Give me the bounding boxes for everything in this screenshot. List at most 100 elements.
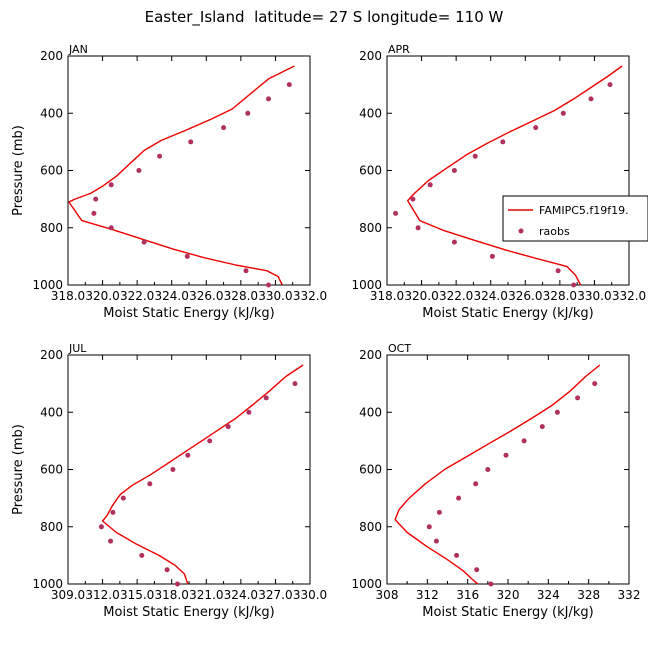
obs-point bbox=[141, 239, 147, 245]
obs-point bbox=[136, 168, 142, 173]
x-axis-label: Moist Static Energy (kJ/kg) bbox=[103, 306, 274, 321]
obs-point bbox=[266, 282, 271, 288]
x-tick-label: 324.0 bbox=[155, 289, 189, 303]
obs-point bbox=[571, 282, 577, 288]
y-tick-label: 1000 bbox=[351, 278, 382, 292]
x-tick-label: 324 bbox=[537, 588, 560, 602]
x-tick-label: 320 bbox=[497, 588, 520, 602]
panel-oct: OCT 308 312 316 320 324 328 332 200 400 600 800 1000… bbox=[351, 342, 640, 620]
obs-point bbox=[500, 139, 506, 145]
obs-point bbox=[427, 182, 433, 188]
panel-label-oct: OCT bbox=[388, 342, 411, 355]
obs-point bbox=[225, 424, 231, 430]
obs-point bbox=[243, 268, 249, 274]
obs-point bbox=[426, 524, 432, 530]
x-tick-label: 332 bbox=[618, 588, 641, 602]
y-axis-label: Pressure (mb) bbox=[11, 424, 26, 515]
obs-point bbox=[489, 253, 495, 259]
legend: FAMIPC5.f19f19. raobs bbox=[502, 195, 648, 242]
chart-title: Easter_Island latitude= 27 S longitude= … bbox=[145, 8, 504, 27]
x-axis-label: Moist Static Energy (kJ/kg) bbox=[422, 306, 593, 321]
obs-point bbox=[120, 495, 126, 501]
obs-point bbox=[98, 524, 104, 530]
obs-point bbox=[188, 139, 194, 145]
y-tick-label: 800 bbox=[359, 520, 382, 534]
obs-point bbox=[184, 253, 190, 259]
obs-point bbox=[454, 552, 460, 558]
obs-point bbox=[157, 153, 163, 159]
obs-point bbox=[539, 424, 545, 430]
obs-point bbox=[263, 395, 269, 401]
obs-point bbox=[588, 96, 594, 102]
x-tick-label: 324.0 bbox=[224, 588, 258, 602]
panel-label-jan: JAN bbox=[68, 43, 88, 56]
obs-point bbox=[607, 82, 613, 88]
plot-frame-oct bbox=[386, 354, 630, 585]
panel-apr: APR 318.0 320.0 322.0 324.0 326.0 328.0 330.0 33… bbox=[351, 43, 646, 321]
obs-point bbox=[533, 125, 539, 131]
legend-box bbox=[502, 195, 648, 242]
x-tick-label: 315.0 bbox=[120, 588, 154, 602]
obs-point bbox=[292, 381, 298, 387]
y-tick-label: 800 bbox=[40, 520, 63, 534]
panel-label-apr: APR bbox=[388, 43, 410, 56]
x-tick-label: 328 bbox=[577, 588, 600, 602]
x-tick-label: 326.0 bbox=[189, 289, 223, 303]
obs-point bbox=[164, 567, 170, 573]
y-tick-label: 400 bbox=[40, 106, 63, 120]
x-tick-label: 328.0 bbox=[224, 289, 258, 303]
plot-frame-jan bbox=[67, 55, 311, 286]
obs-point bbox=[456, 495, 462, 501]
x-tick-label: 327.0 bbox=[258, 588, 292, 602]
x-tick-label: 322.0 bbox=[439, 289, 473, 303]
y-tick-label: 600 bbox=[40, 463, 63, 477]
obs-point bbox=[503, 452, 509, 458]
y-tick-label: 1000 bbox=[32, 577, 63, 591]
x-axis-label: Moist Static Energy (kJ/kg) bbox=[103, 605, 274, 620]
x-tick-label: 320.0 bbox=[85, 289, 119, 303]
y-tick-label: 400 bbox=[359, 405, 382, 419]
x-tick-label: 312 bbox=[416, 588, 439, 602]
y-tick-label: 400 bbox=[359, 106, 382, 120]
y-tick-label: 1000 bbox=[32, 278, 63, 292]
y-tick-label: 200 bbox=[359, 49, 382, 63]
obs-point bbox=[433, 538, 439, 544]
obs-point bbox=[266, 96, 271, 102]
y-axis-label: Pressure (mb) bbox=[11, 125, 26, 216]
obs-point bbox=[286, 82, 292, 88]
x-tick-label: 312.0 bbox=[85, 588, 119, 602]
y-tick-label: 200 bbox=[40, 348, 63, 362]
x-tick-label: 328.0 bbox=[543, 289, 577, 303]
x-tick-label: 330.0 bbox=[258, 289, 292, 303]
x-tick-label: 318.0 bbox=[51, 289, 85, 303]
model-line-apr bbox=[407, 65, 623, 286]
obs-point bbox=[575, 395, 581, 401]
obs-point bbox=[560, 110, 566, 116]
x-tick-label: 330.0 bbox=[293, 588, 327, 602]
x-tick-label: 324.0 bbox=[474, 289, 508, 303]
legend-obs-marker bbox=[518, 228, 524, 234]
obs-point bbox=[451, 168, 457, 173]
y-tick-label: 800 bbox=[359, 221, 382, 235]
obs-point bbox=[246, 409, 252, 415]
x-tick-label: 326.0 bbox=[508, 289, 542, 303]
model-line-jul bbox=[101, 364, 304, 585]
obs-point bbox=[474, 567, 480, 573]
obs-point bbox=[485, 467, 491, 472]
obs-point bbox=[592, 381, 598, 387]
obs-point bbox=[207, 438, 213, 444]
obs-point bbox=[436, 509, 442, 515]
obs-point bbox=[521, 438, 527, 444]
obs-point bbox=[245, 110, 251, 116]
obs-point bbox=[221, 125, 227, 131]
x-tick-label: 330.0 bbox=[577, 289, 611, 303]
y-tick-label: 1000 bbox=[351, 577, 382, 591]
obs-point bbox=[451, 239, 457, 245]
obs-point bbox=[488, 581, 494, 587]
obs-point bbox=[393, 210, 399, 216]
model-line-oct bbox=[394, 364, 601, 585]
y-tick-label: 200 bbox=[359, 348, 382, 362]
obs-point bbox=[147, 481, 153, 487]
obs-point bbox=[473, 481, 479, 487]
x-tick-label: 332.0 bbox=[293, 289, 327, 303]
